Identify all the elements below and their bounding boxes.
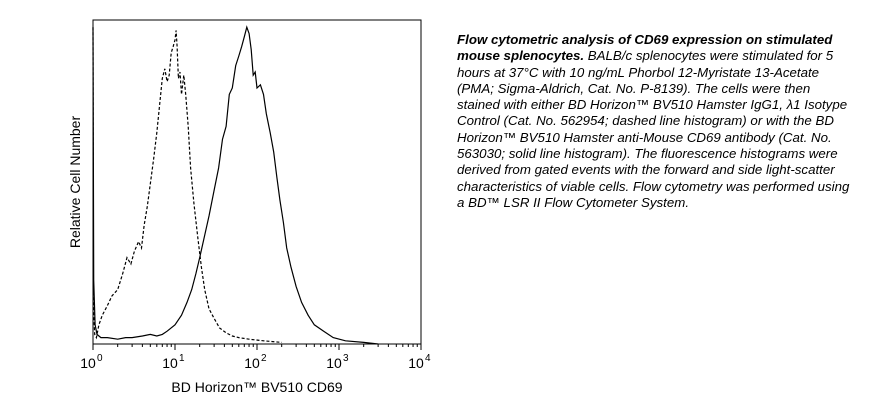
y-axis-label: Relative Cell Number xyxy=(67,116,83,249)
x-tick-exponent: 1 xyxy=(179,353,185,364)
x-axis-label: BD Horizon™ BV510 CD69 xyxy=(171,379,342,395)
figure-caption: Flow cytometric analysis of CD69 express… xyxy=(457,32,852,211)
x-tick-label: 10 xyxy=(326,355,342,371)
caption-title: Flow cytometric analysis of CD69 express… xyxy=(457,32,833,64)
x-axis-ticks: 10 0 10 1 10 2 10 3 10 4 xyxy=(80,344,431,371)
x-tick-label: 10 xyxy=(244,355,260,371)
x-tick-label: 10 xyxy=(162,355,178,371)
x-tick-exponent: 4 xyxy=(425,353,431,364)
x-tick-exponent: 0 xyxy=(97,353,103,364)
caption-body: BALB/c splenocytes were stimulated for 5… xyxy=(457,48,850,210)
histogram-chart: 10 0 10 1 10 2 10 3 10 4 BD Horizon™ BV510 CD69 R… xyxy=(67,19,431,395)
series-line-dashed xyxy=(92,27,282,343)
series-line-solid xyxy=(92,25,379,345)
plot-frame xyxy=(92,19,422,345)
x-tick-exponent: 3 xyxy=(343,353,349,364)
x-tick-label: 10 xyxy=(408,355,424,371)
plot-marks xyxy=(92,25,379,345)
x-tick-exponent: 2 xyxy=(261,353,267,364)
x-tick-label: 10 xyxy=(80,355,96,371)
